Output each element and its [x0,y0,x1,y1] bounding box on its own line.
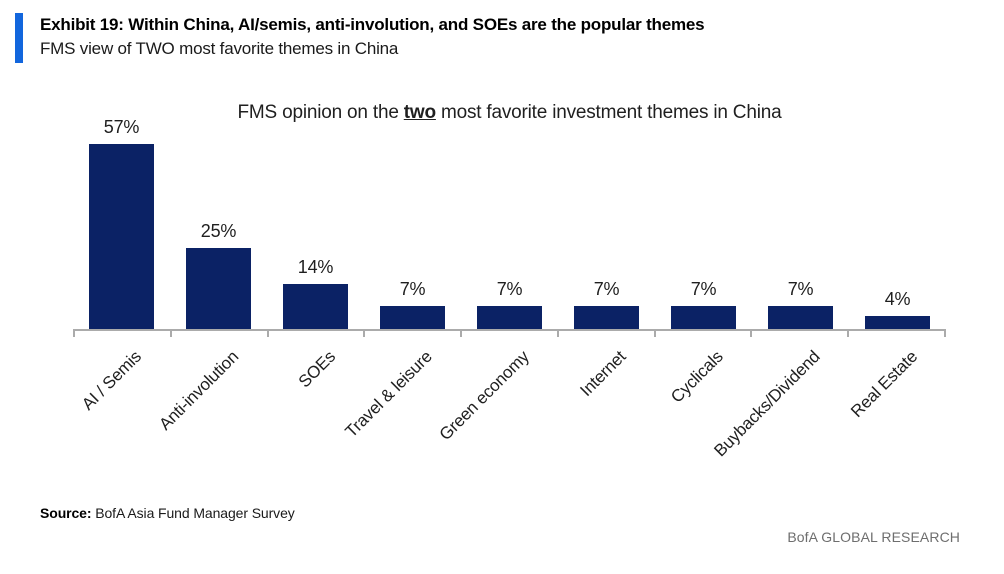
bar-value-label: 7% [593,279,620,299]
x-label-cell: Real Estate [846,337,946,487]
bar [671,306,736,329]
x-axis-label: Real Estate [846,347,921,422]
x-label-cell: Internet [558,337,655,487]
bar-chart: FMS opinion on the two most favorite inv… [73,100,947,487]
bar [477,306,542,329]
bar-cell: 57% [73,117,170,329]
exhibit-subtitle: FMS view of TWO most favorite themes in … [40,39,399,58]
x-label-cell: AI / Semis [73,337,170,487]
bar-cell: 4% [849,289,946,329]
source-line: Source: BofA Asia Fund Manager Survey [40,505,295,521]
axis-tick [462,331,559,337]
bar [574,306,639,329]
bar-cell: 14% [267,257,364,329]
x-label-cell: Green economy [436,337,558,487]
accent-bar [15,13,23,63]
x-labels: AI / Semis Anti-involution SOEs Travel & le… [73,337,946,487]
bar-cell: 7% [364,279,461,329]
chart-title-emphasis: two [403,102,436,123]
header: Exhibit 19: Within China, AI/semis, anti… [15,13,705,63]
bar-cell: 25% [170,221,267,329]
x-axis-label: SOEs [294,347,339,392]
bar [380,306,445,329]
axis-ticks [73,331,947,337]
bars-row: 57% 25% 14% 7% 7% 7% 7% 7% 4% [73,100,946,331]
exhibit-title: Exhibit 19: Within China, AI/semis, anti… [40,15,705,34]
x-label-cell: SOEs [267,337,364,487]
bar [283,284,348,329]
bar-value-label: 7% [496,279,523,299]
axis-tick [849,331,947,337]
axis-tick [559,331,656,337]
bar [768,306,833,329]
bar [89,144,154,329]
x-axis-label: Internet [576,347,630,401]
brand-text: BofA GLOBAL RESEARCH [787,529,960,545]
x-label-cell: Anti-involution [155,337,267,487]
chart-title-suffix: most favorite investment themes in China [435,102,782,123]
bar-cell: 7% [461,279,558,329]
axis-tick [752,331,850,337]
axis-tick [656,331,753,337]
bar-value-label: 7% [787,279,814,299]
chart-title: FMS opinion on the two most favorite inv… [73,102,946,124]
bar [186,248,251,329]
axis-tick [172,331,269,337]
bar-value-label: 25% [200,221,237,241]
axis-tick [75,331,172,337]
source-label: Source: [40,505,92,521]
bar-value-label: 7% [690,279,717,299]
source-text: BofA Asia Fund Manager Survey [91,505,295,521]
x-axis-label: Cyclicals [667,347,727,407]
axis-tick [365,331,463,337]
bar-cell: 7% [752,279,849,329]
x-label-cell: Travel & leisure [342,337,461,487]
axis-tick [269,331,366,337]
bar-value-label: 7% [399,279,426,299]
x-label-cell: Cyclicals [655,337,752,487]
x-label-cell: Buybacks/Dividend [711,337,849,487]
bar-value-label: 57% [103,117,140,137]
header-titles: Exhibit 19: Within China, AI/semis, anti… [40,13,705,63]
chart-title-prefix: FMS opinion on the [237,102,404,123]
bar-value-label: 14% [297,257,334,277]
bar-cell: 7% [655,279,752,329]
x-axis-label: AI / Semis [78,347,145,414]
bar-value-label: 4% [884,289,911,309]
bar [865,316,930,329]
bar-cell: 7% [558,279,655,329]
